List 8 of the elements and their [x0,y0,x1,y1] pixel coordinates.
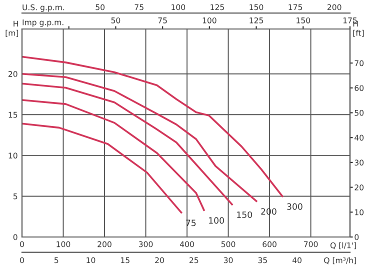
line-series [22,72,258,202]
series-label: 300 [287,203,302,210]
line-series [22,82,233,206]
series-label: 100 [209,217,224,224]
line-series [22,99,205,211]
line-series [22,56,284,198]
series-label: 150 [237,211,252,218]
line-series [22,122,182,214]
